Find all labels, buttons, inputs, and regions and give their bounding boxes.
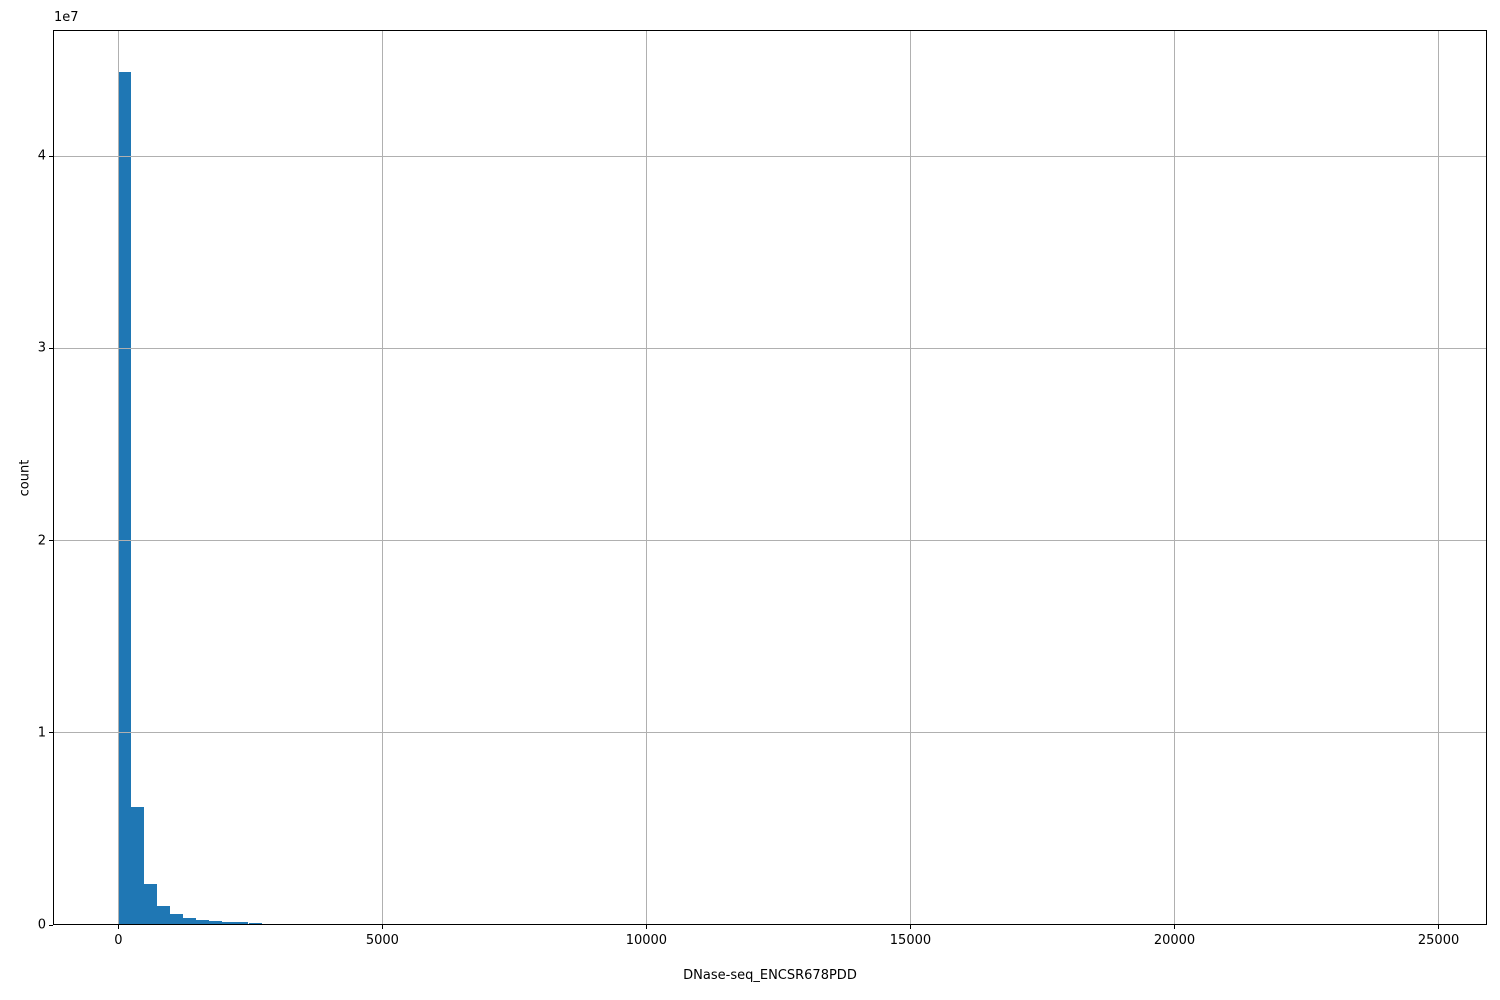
x-tick-label: 20000 bbox=[1153, 933, 1196, 948]
gridline-horizontal bbox=[53, 347, 1487, 349]
plot-area bbox=[53, 30, 1487, 925]
histogram-bar bbox=[131, 807, 145, 925]
histogram-bar bbox=[248, 923, 262, 925]
y-tick-label: 1 bbox=[37, 725, 46, 741]
histogram-bar bbox=[157, 906, 171, 925]
histogram-bar bbox=[183, 917, 197, 925]
histogram-bar bbox=[209, 920, 223, 925]
y-tick-mark bbox=[49, 155, 53, 157]
x-tick-mark bbox=[645, 925, 647, 929]
gridline-horizontal bbox=[53, 732, 1487, 734]
gridline-vertical bbox=[1174, 30, 1176, 925]
histogram-bar bbox=[196, 919, 210, 925]
x-tick-mark bbox=[381, 925, 383, 929]
x-tick-mark bbox=[117, 925, 119, 929]
gridline-vertical bbox=[117, 30, 119, 925]
y-tick-mark bbox=[49, 732, 53, 734]
y-axis-label: count bbox=[17, 459, 33, 497]
y-tick-label: 4 bbox=[37, 148, 46, 164]
histogram-bar bbox=[274, 924, 288, 925]
x-tick-mark bbox=[909, 925, 911, 929]
gridline-vertical bbox=[909, 30, 911, 925]
histogram-bar bbox=[170, 913, 184, 925]
histogram-bar bbox=[144, 884, 158, 925]
x-axis-label: DNase-seq_ENCSR678PDD bbox=[683, 968, 857, 983]
histogram-bar bbox=[261, 923, 275, 925]
histogram-bar bbox=[235, 922, 249, 925]
y-tick-label: 0 bbox=[37, 917, 46, 933]
y-tick-mark bbox=[49, 347, 53, 349]
histogram-bar bbox=[300, 924, 314, 925]
x-tick-mark bbox=[1438, 925, 1440, 929]
x-tick-label: 0 bbox=[114, 933, 123, 948]
y-tick-mark bbox=[49, 540, 53, 542]
y-tick-label: 3 bbox=[37, 340, 46, 356]
x-tick-mark bbox=[1174, 925, 1176, 929]
gridline-vertical bbox=[645, 30, 647, 925]
x-tick-label: 5000 bbox=[365, 933, 399, 948]
gridline-horizontal bbox=[53, 155, 1487, 157]
gridline-vertical bbox=[1438, 30, 1440, 925]
histogram-bar bbox=[118, 71, 132, 925]
histogram-bar bbox=[313, 924, 327, 925]
y-tick-label: 2 bbox=[37, 533, 46, 549]
gridline-vertical bbox=[381, 30, 383, 925]
y-axis-offset-text: 1e7 bbox=[54, 10, 79, 25]
x-tick-label: 10000 bbox=[625, 933, 668, 948]
histogram-bar bbox=[287, 924, 301, 925]
histogram-bar bbox=[222, 921, 236, 925]
x-tick-label: 15000 bbox=[889, 933, 932, 948]
gridline-horizontal bbox=[53, 540, 1487, 542]
y-tick-mark bbox=[49, 924, 53, 926]
x-tick-label: 25000 bbox=[1417, 933, 1460, 948]
